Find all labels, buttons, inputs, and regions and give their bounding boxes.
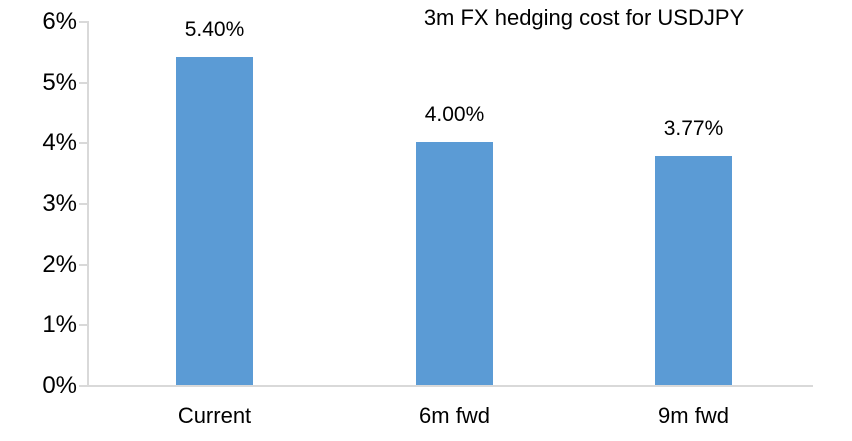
y-axis-tick-label: 5% — [42, 68, 77, 96]
y-axis-tick-label: 0% — [42, 372, 77, 399]
x-axis-line — [87, 385, 813, 387]
x-axis-category-label: Current — [177, 403, 252, 428]
y-axis-tick-label: 2% — [42, 250, 77, 278]
y-axis-tick — [79, 324, 87, 327]
y-axis-tick — [79, 142, 87, 145]
y-axis-tick-label: 1% — [42, 311, 77, 339]
y-axis-tick-label: 4% — [42, 129, 77, 157]
chart-title: 3m FX hedging cost for USDJPY — [423, 5, 745, 30]
y-axis-tick-label: 6% — [42, 8, 77, 35]
y-axis-tick — [79, 263, 87, 266]
y-axis-tick — [79, 21, 87, 23]
bar-current — [176, 57, 253, 385]
y-axis-tick — [79, 203, 87, 205]
y-axis-line — [87, 21, 89, 387]
bar-value-label: 5.40% — [184, 18, 245, 42]
x-axis-category-label: 6m fwd — [419, 403, 490, 428]
y-axis-tick — [79, 81, 87, 84]
bar-9m-fwd — [655, 156, 732, 385]
y-axis-tick-label: 3% — [42, 190, 77, 217]
bar-value-label: 3.77% — [663, 117, 724, 141]
x-axis-category-label: 9m fwd — [658, 403, 729, 428]
bar-6m-fwd — [416, 142, 493, 385]
y-axis-tick — [79, 385, 87, 387]
bar-value-label: 4.00% — [424, 103, 485, 127]
